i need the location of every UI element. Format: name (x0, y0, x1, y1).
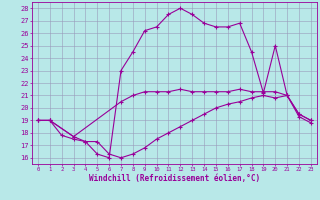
X-axis label: Windchill (Refroidissement éolien,°C): Windchill (Refroidissement éolien,°C) (89, 174, 260, 183)
